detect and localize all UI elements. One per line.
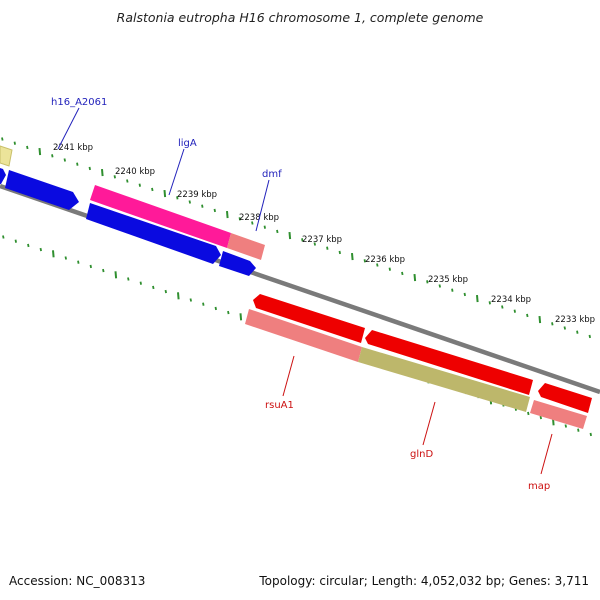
major-tick	[40, 148, 41, 155]
minor-tick	[140, 184, 141, 187]
minor-tick	[191, 299, 192, 302]
gene-label-dmf[interactable]: dmf	[262, 169, 282, 180]
major-tick	[540, 316, 541, 323]
gene-label-ligA[interactable]: ligA	[178, 138, 197, 149]
gene-label-rsuA1[interactable]: rsuA1	[265, 400, 294, 411]
minor-tick	[41, 248, 42, 251]
minor-tick	[327, 247, 328, 250]
minor-tick	[465, 293, 466, 296]
accession-text: Accession: NC_008313	[9, 574, 145, 588]
major-tick	[477, 295, 478, 302]
gene-label-glnD[interactable]: glnD	[410, 449, 433, 460]
ruler-label: 2234 kbp	[491, 295, 531, 305]
minor-tick	[390, 268, 391, 271]
major-tick	[352, 253, 353, 260]
minor-tick	[277, 230, 278, 233]
ruler-label: 2239 kbp	[177, 190, 217, 200]
minor-tick	[528, 412, 529, 415]
minor-tick	[141, 282, 142, 285]
minor-tick	[340, 251, 341, 254]
minor-tick	[166, 290, 167, 293]
minor-tick	[515, 310, 516, 313]
minor-tick	[228, 311, 229, 314]
minor-tick	[577, 331, 578, 334]
minor-tick	[552, 322, 553, 325]
ruler-label: 2233 kbp	[555, 315, 595, 325]
gene-label-map[interactable]: map	[528, 481, 550, 492]
minor-tick	[90, 167, 91, 170]
ruler-label: 2240 kbp	[115, 167, 155, 177]
major-tick	[165, 190, 166, 197]
leader-line	[256, 180, 269, 231]
minor-tick	[103, 269, 104, 272]
minor-tick	[541, 416, 542, 419]
minor-tick	[215, 209, 216, 212]
feature-blue-1[interactable]	[5, 170, 79, 210]
minor-tick	[66, 257, 67, 260]
minor-tick	[15, 142, 16, 145]
minor-tick	[153, 286, 154, 289]
minor-tick	[3, 236, 4, 239]
minor-tick	[402, 272, 403, 275]
minor-tick	[527, 314, 528, 317]
ruler-label: 2236 kbp	[365, 255, 405, 265]
major-tick	[415, 274, 416, 281]
ruler-label: 2235 kbp	[428, 275, 468, 285]
minor-tick	[128, 278, 129, 281]
minor-tick	[502, 306, 503, 309]
major-tick	[241, 313, 242, 320]
major-tick	[227, 211, 228, 218]
major-tick	[102, 169, 103, 176]
minor-tick	[65, 159, 66, 162]
minor-tick	[452, 289, 453, 292]
minor-tick	[202, 205, 203, 208]
topology-text: Topology: circular; Length: 4,052,032 bp…	[259, 574, 589, 588]
minor-tick	[578, 429, 579, 432]
leader-line	[423, 402, 435, 445]
gene-label-h16-A2061[interactable]: h16_A2061	[51, 97, 107, 108]
minor-tick	[590, 335, 591, 338]
minor-tick	[565, 327, 566, 330]
minor-tick	[566, 425, 567, 428]
minor-tick	[28, 244, 29, 247]
genome-map: 2241 kbp 2240 kbp 2239 kbp 2238 kbp 2237…	[0, 0, 600, 600]
forward-strand-features	[0, 146, 265, 276]
minor-tick	[77, 163, 78, 166]
minor-tick	[2, 138, 3, 141]
minor-tick	[27, 146, 28, 149]
major-tick	[178, 292, 179, 299]
leader-line	[169, 149, 184, 195]
major-tick	[290, 232, 291, 239]
leader-line	[283, 356, 294, 396]
reverse-strand-features	[245, 294, 592, 429]
minor-tick	[127, 180, 128, 183]
minor-tick	[216, 307, 217, 310]
minor-tick	[152, 188, 153, 191]
minor-tick	[52, 154, 53, 157]
minor-tick	[490, 301, 491, 304]
major-tick	[53, 250, 54, 257]
major-tick	[116, 271, 117, 278]
minor-tick	[16, 240, 17, 243]
feature-yellow-left[interactable]	[0, 146, 12, 166]
ruler-label: 2237 kbp	[302, 235, 342, 245]
leader-line	[541, 434, 552, 474]
minor-tick	[91, 265, 92, 268]
minor-tick	[190, 201, 191, 204]
minor-tick	[265, 226, 266, 229]
feature-blue-left-edge[interactable]	[0, 168, 6, 184]
minor-tick	[203, 303, 204, 306]
minor-tick	[591, 433, 592, 436]
minor-tick	[78, 261, 79, 264]
